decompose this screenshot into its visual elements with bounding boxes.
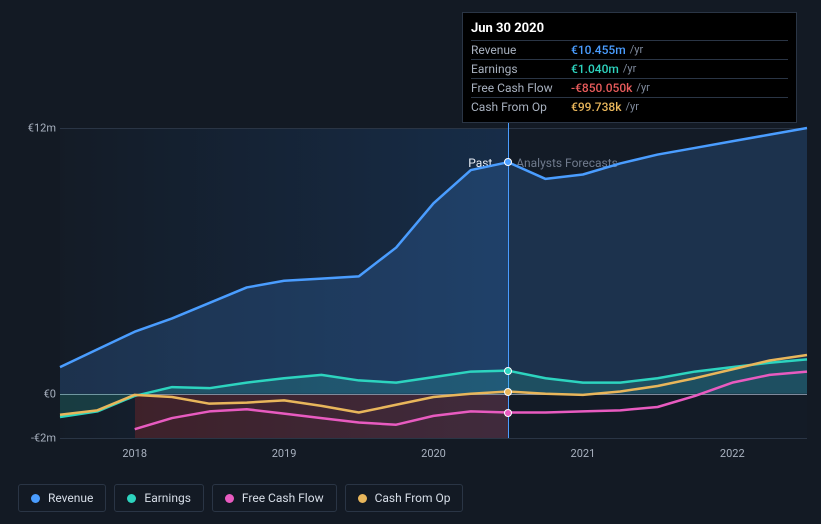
plot-region[interactable]: €12m€0-€2m20182019202020212022PastAnalys…	[60, 128, 807, 438]
legend-item-fcf[interactable]: Free Cash Flow	[212, 484, 337, 512]
tooltip-row-value: €1.040m	[571, 62, 619, 76]
x-axis-label: 2018	[122, 447, 147, 460]
tooltip-row-label: Revenue	[471, 43, 571, 57]
legend-label: Free Cash Flow	[242, 491, 324, 505]
x-axis-label: 2020	[421, 447, 446, 460]
tooltip-row-label: Earnings	[471, 62, 571, 76]
marker-earnings	[504, 367, 512, 375]
tooltip-row-unit: /yr	[623, 62, 636, 76]
tooltip-row: Earnings€1.040m/yr	[471, 60, 788, 79]
tooltip-row: Revenue€10.455m/yr	[471, 41, 788, 60]
legend-item-revenue[interactable]: Revenue	[18, 484, 106, 512]
y-gridline	[60, 438, 807, 439]
legend-swatch	[358, 494, 367, 503]
tooltip-row-unit: /yr	[636, 81, 649, 95]
tooltip-row-value: €99.738k	[571, 100, 622, 114]
marker-revenue	[504, 158, 512, 166]
tooltip-row-label: Free Cash Flow	[471, 81, 571, 95]
x-axis-label: 2019	[272, 447, 297, 460]
tooltip-row: Free Cash Flow-€850.050k/yr	[471, 79, 788, 98]
tooltip-row-value: €10.455m	[571, 43, 626, 57]
x-axis-label: 2022	[720, 447, 745, 460]
y-axis-label: €0	[44, 387, 56, 400]
y-axis-label: €12m	[28, 122, 56, 135]
hover-tooltip: Jun 30 2020 Revenue€10.455m/yrEarnings€1…	[462, 12, 797, 123]
legend-item-earnings[interactable]: Earnings	[114, 484, 204, 512]
legend-item-cfo[interactable]: Cash From Op	[345, 484, 464, 512]
series-svg	[60, 128, 807, 438]
tooltip-row-unit: /yr	[626, 100, 639, 114]
tooltip-date: Jun 30 2020	[471, 19, 788, 41]
x-axis-label: 2021	[571, 447, 596, 460]
legend-swatch	[225, 494, 234, 503]
legend: Revenue Earnings Free Cash Flow Cash From O…	[18, 484, 463, 512]
legend-swatch	[31, 494, 40, 503]
tooltip-row: Cash From Op€99.738k/yr	[471, 98, 788, 116]
tooltip-row-unit: /yr	[630, 43, 643, 57]
marker-cfo	[504, 388, 512, 396]
legend-label: Earnings	[144, 491, 191, 505]
tooltip-row-label: Cash From Op	[471, 100, 571, 114]
legend-swatch	[127, 494, 136, 503]
series-area-revenue	[60, 128, 807, 394]
legend-label: Cash From Op	[375, 491, 451, 505]
marker-fcf	[504, 409, 512, 417]
tooltip-row-value: -€850.050k	[571, 81, 632, 95]
y-axis-label: -€2m	[31, 432, 56, 445]
legend-label: Revenue	[48, 491, 93, 505]
